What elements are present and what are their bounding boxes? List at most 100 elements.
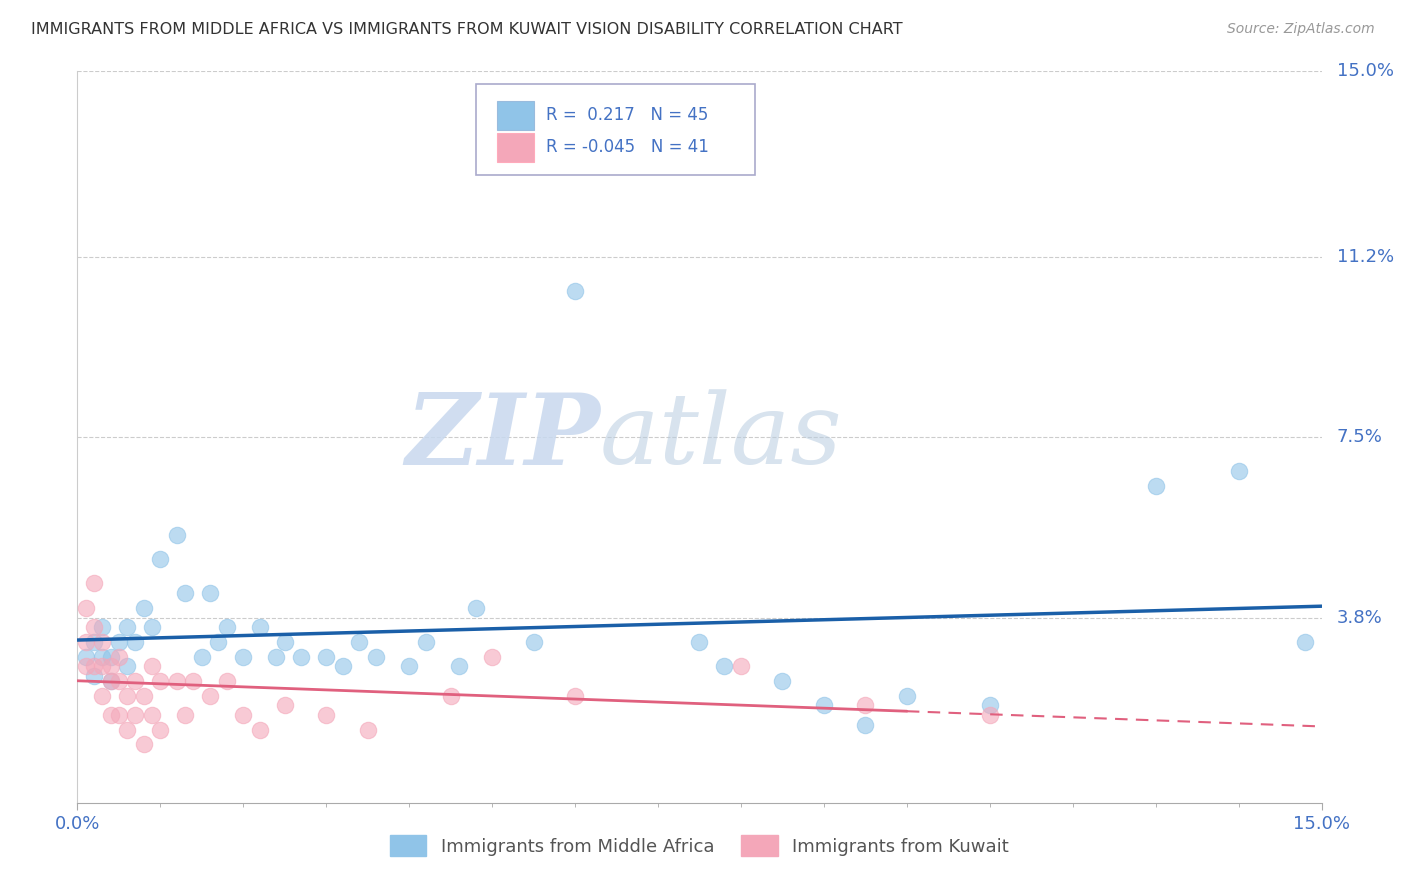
Point — [290, 649, 312, 664]
Point — [232, 708, 254, 723]
Point — [249, 723, 271, 737]
Point — [349, 635, 371, 649]
Point — [364, 649, 387, 664]
FancyBboxPatch shape — [475, 84, 755, 175]
Point — [357, 723, 380, 737]
Point — [198, 586, 221, 600]
Point — [564, 689, 586, 703]
Point — [447, 659, 470, 673]
Point — [232, 649, 254, 664]
Point — [83, 635, 105, 649]
FancyBboxPatch shape — [496, 133, 534, 162]
Point — [166, 527, 188, 541]
Point — [689, 635, 711, 649]
Point — [813, 698, 835, 713]
Point — [107, 649, 129, 664]
Point — [91, 659, 114, 673]
Point — [215, 620, 238, 634]
Point — [896, 689, 918, 703]
Point — [149, 723, 172, 737]
Point — [273, 698, 295, 713]
Point — [730, 659, 752, 673]
Point — [100, 673, 122, 688]
Point — [107, 635, 129, 649]
Point — [100, 649, 122, 664]
Point — [115, 723, 138, 737]
Point — [141, 659, 163, 673]
Point — [183, 673, 205, 688]
Point — [1144, 479, 1167, 493]
Point — [132, 600, 155, 615]
Point — [564, 284, 586, 298]
Point — [215, 673, 238, 688]
Point — [249, 620, 271, 634]
Text: 11.2%: 11.2% — [1337, 248, 1393, 266]
FancyBboxPatch shape — [496, 101, 534, 130]
Point — [91, 635, 114, 649]
Point — [75, 635, 97, 649]
Point — [83, 659, 105, 673]
Point — [124, 673, 146, 688]
Text: 7.5%: 7.5% — [1337, 428, 1382, 446]
Point — [855, 698, 877, 713]
Point — [398, 659, 420, 673]
Point — [979, 708, 1001, 723]
Text: 3.8%: 3.8% — [1337, 608, 1382, 626]
Point — [115, 620, 138, 634]
Point — [464, 600, 486, 615]
Point — [115, 659, 138, 673]
Point — [332, 659, 354, 673]
Point — [100, 708, 122, 723]
Point — [149, 673, 172, 688]
Point — [979, 698, 1001, 713]
Text: 15.0%: 15.0% — [1337, 62, 1393, 80]
Point — [190, 649, 214, 664]
Point — [315, 708, 337, 723]
Point — [75, 600, 97, 615]
Point — [273, 635, 295, 649]
Point — [174, 708, 197, 723]
Point — [83, 576, 105, 591]
Text: R = -0.045   N = 41: R = -0.045 N = 41 — [547, 138, 709, 156]
Point — [132, 737, 155, 751]
Point — [207, 635, 229, 649]
Point — [91, 620, 114, 634]
Point — [1294, 635, 1316, 649]
Point — [75, 649, 97, 664]
Text: IMMIGRANTS FROM MIDDLE AFRICA VS IMMIGRANTS FROM KUWAIT VISION DISABILITY CORREL: IMMIGRANTS FROM MIDDLE AFRICA VS IMMIGRA… — [31, 22, 903, 37]
Text: ZIP: ZIP — [405, 389, 600, 485]
Point — [107, 673, 129, 688]
Point — [855, 718, 877, 732]
Point — [439, 689, 461, 703]
Point — [481, 649, 503, 664]
Point — [132, 689, 155, 703]
Point — [772, 673, 794, 688]
Point — [1227, 464, 1250, 478]
Point — [141, 620, 163, 634]
Text: atlas: atlas — [600, 390, 842, 484]
Legend: Immigrants from Middle Africa, Immigrants from Kuwait: Immigrants from Middle Africa, Immigrant… — [382, 828, 1017, 863]
Point — [523, 635, 546, 649]
Point — [115, 689, 138, 703]
Point — [100, 659, 122, 673]
Text: R =  0.217   N = 45: R = 0.217 N = 45 — [547, 106, 709, 124]
Point — [415, 635, 437, 649]
Point — [91, 689, 114, 703]
Point — [83, 620, 105, 634]
Point — [100, 673, 122, 688]
Point — [141, 708, 163, 723]
Point — [149, 552, 172, 566]
Point — [124, 635, 146, 649]
Point — [315, 649, 337, 664]
Text: Source: ZipAtlas.com: Source: ZipAtlas.com — [1227, 22, 1375, 37]
Point — [91, 649, 114, 664]
Point — [107, 708, 129, 723]
Point — [266, 649, 288, 664]
Point — [124, 708, 146, 723]
Point — [83, 669, 105, 683]
Point — [198, 689, 221, 703]
Point — [166, 673, 188, 688]
Point — [174, 586, 197, 600]
Point — [75, 659, 97, 673]
Point — [713, 659, 735, 673]
